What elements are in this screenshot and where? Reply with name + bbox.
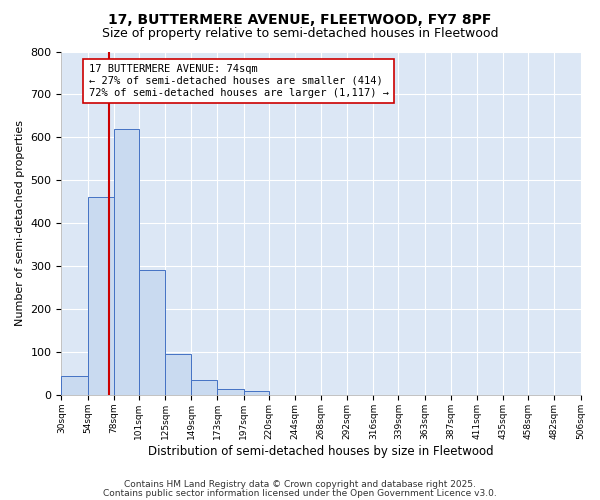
Bar bbox=[139, 270, 165, 395]
Bar bbox=[61, 376, 88, 395]
Bar bbox=[165, 354, 191, 395]
Y-axis label: Number of semi-detached properties: Number of semi-detached properties bbox=[15, 120, 25, 326]
Text: 17 BUTTERMERE AVENUE: 74sqm
← 27% of semi-detached houses are smaller (414)
72% : 17 BUTTERMERE AVENUE: 74sqm ← 27% of sem… bbox=[89, 64, 389, 98]
Bar bbox=[88, 198, 114, 395]
Bar bbox=[244, 392, 269, 395]
Bar bbox=[217, 390, 244, 395]
Text: Size of property relative to semi-detached houses in Fleetwood: Size of property relative to semi-detach… bbox=[102, 28, 498, 40]
Text: Contains HM Land Registry data © Crown copyright and database right 2025.: Contains HM Land Registry data © Crown c… bbox=[124, 480, 476, 489]
X-axis label: Distribution of semi-detached houses by size in Fleetwood: Distribution of semi-detached houses by … bbox=[148, 444, 494, 458]
Bar bbox=[114, 129, 139, 395]
Bar bbox=[191, 380, 217, 395]
Text: 17, BUTTERMERE AVENUE, FLEETWOOD, FY7 8PF: 17, BUTTERMERE AVENUE, FLEETWOOD, FY7 8P… bbox=[109, 12, 491, 26]
Text: Contains public sector information licensed under the Open Government Licence v3: Contains public sector information licen… bbox=[103, 488, 497, 498]
